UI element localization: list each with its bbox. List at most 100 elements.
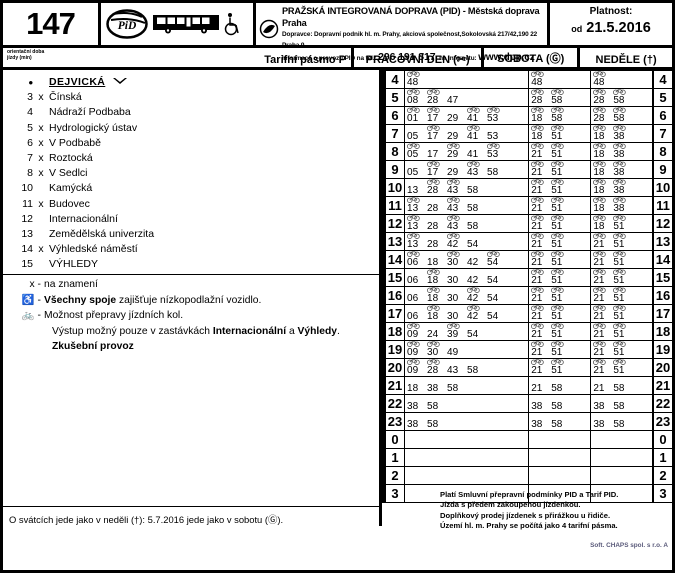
bike-icon (613, 358, 627, 365)
timetable-cell-weekday[interactable]: 13 28 43 58 (404, 214, 530, 233)
timetable-cell-saturday[interactable]: 21 51 (528, 178, 592, 197)
timetable-cell-weekday[interactable]: 38 58 (404, 412, 530, 431)
timetable-cell-sunday[interactable]: 18 38 (590, 196, 654, 215)
timetable-cell-saturday[interactable]: 21 51 (528, 160, 592, 179)
timetable-cell-weekday[interactable]: 09 30 49 (404, 340, 530, 359)
timetable-cell-sunday[interactable]: 48 (590, 70, 654, 89)
timetable-cell-saturday[interactable]: 21 51 (528, 142, 592, 161)
operator-info: PRAŽSKÁ INTEGROVANÁ DOPRAVA (PID) - Měst… (256, 3, 550, 63)
hour-label-left: 10 (384, 178, 406, 197)
timetable-cell-saturday[interactable]: 21 51 (528, 196, 592, 215)
bike-icon (613, 124, 627, 131)
timetable-cell-sunday[interactable]: 18 38 (590, 142, 654, 161)
header-weekday: PRACOVNÍ DEN (✂) (354, 48, 485, 67)
timetable-cell-sunday[interactable] (590, 466, 654, 485)
timetable-cell-weekday[interactable]: 08 28 47 (404, 88, 530, 107)
departure-minute: 05 (407, 131, 419, 142)
timetable-cell-sunday[interactable]: 21 51 (590, 232, 654, 251)
timetable-cell-weekday[interactable]: 48 (404, 70, 530, 89)
hour-label-right: 8 (651, 142, 672, 161)
timetable-row: 21 18 38 58 21 58 21 58 21 (384, 376, 672, 395)
timetable-cell-saturday[interactable]: 21 51 (528, 322, 592, 341)
timetable-cell-weekday[interactable]: 18 38 58 (404, 376, 530, 395)
timetable-cell-saturday[interactable]: 21 51 (528, 214, 592, 233)
timetable-cell-weekday[interactable]: 06 18 30 42 54 (404, 286, 530, 305)
bike-icon (531, 160, 544, 167)
departure-minute: 01 (407, 106, 427, 124)
timetable-cell-sunday[interactable] (590, 448, 654, 467)
bike-icon (467, 304, 480, 311)
timetable-cell-weekday[interactable] (404, 466, 530, 485)
timetable-cell-saturday[interactable]: 21 51 (528, 250, 592, 269)
departure-minute: 21 (593, 322, 613, 340)
timetable-cell-weekday[interactable] (404, 448, 530, 467)
departure-minute: 21 (531, 178, 551, 196)
timetable-cell-saturday[interactable]: 21 51 (528, 358, 592, 377)
departure-minute: 13 (407, 185, 419, 196)
timetable-cell-weekday[interactable]: 06 18 30 42 54 (404, 268, 530, 287)
bike-icon (487, 106, 500, 113)
timetable-cell-saturday[interactable]: 38 58 (528, 394, 592, 413)
timetable-cell-weekday[interactable]: 06 18 30 42 54 (404, 304, 530, 323)
timetable-cell-sunday[interactable]: 38 58 (590, 412, 654, 431)
hour-label-left: 1 (384, 448, 406, 467)
timetable-cell-sunday[interactable]: 28 58 (590, 106, 654, 125)
timetable-cell-saturday[interactable]: 18 51 (528, 124, 592, 143)
timetable-cell-weekday[interactable] (404, 484, 530, 503)
timetable-cell-saturday[interactable] (528, 430, 592, 449)
timetable-cell-sunday[interactable]: 21 51 (590, 340, 654, 359)
timetable-cell-saturday[interactable]: 38 58 (528, 412, 592, 431)
timetable-cell-weekday[interactable]: 01 17 29 41 53 (404, 106, 530, 125)
timetable-cell-saturday[interactable]: 18 58 (528, 106, 592, 125)
timetable-cell-saturday[interactable] (528, 448, 592, 467)
timetable-cell-weekday[interactable]: 05 17 29 41 53 (404, 124, 530, 143)
timetable-cell-sunday[interactable]: 18 38 (590, 160, 654, 179)
departure-minute: 51 (551, 340, 571, 358)
timetable-cell-weekday[interactable]: 06 18 30 42 54 (404, 250, 530, 269)
timetable-cell-sunday[interactable]: 21 51 (590, 268, 654, 287)
hour-label-left: 23 (384, 412, 406, 431)
timetable-cell-weekday[interactable]: 05 17 29 41 53 (404, 142, 530, 161)
timetable-cell-saturday[interactable]: 21 51 (528, 304, 592, 323)
timetable-cell-weekday[interactable]: 09 28 43 58 (404, 358, 530, 377)
timetable-cell-weekday[interactable]: 05 17 29 43 58 (404, 160, 530, 179)
timetable-cell-sunday[interactable]: 21 51 (590, 250, 654, 269)
timetable-cell-sunday[interactable]: 21 51 (590, 358, 654, 377)
svg-text:PiD: PiD (118, 20, 137, 32)
timetable-cell-sunday[interactable]: 18 51 (590, 214, 654, 233)
timetable-cell-saturday[interactable]: 21 51 (528, 340, 592, 359)
timetable-cell-sunday[interactable]: 28 58 (590, 88, 654, 107)
timetable-cell-weekday[interactable]: 13 28 43 58 (404, 178, 530, 197)
timetable-cell-saturday[interactable]: 21 51 (528, 232, 592, 251)
timetable-cell-saturday[interactable] (528, 466, 592, 485)
timetable-cell-saturday[interactable]: 21 51 (528, 268, 592, 287)
timetable-cell-weekday[interactable]: 09 24 39 54 (404, 322, 530, 341)
stop-name: Zemědělská univerzita (49, 227, 155, 240)
departure-minute: 18 (593, 124, 613, 142)
timetable-row: 4 48 48 48 4 (384, 70, 672, 89)
timetable-cell-saturday[interactable]: 48 (528, 70, 592, 89)
timetable-cell-saturday[interactable]: 21 58 (528, 376, 592, 395)
timetable-cell-sunday[interactable]: 18 38 (590, 124, 654, 143)
timetable-cell-sunday[interactable]: 21 58 (590, 376, 654, 395)
timetable-cell-weekday[interactable]: 13 28 43 58 (404, 196, 530, 215)
timetable-cell-sunday[interactable] (590, 430, 654, 449)
timetable-cell-weekday[interactable] (404, 430, 530, 449)
timetable-cell-weekday[interactable]: 38 58 (404, 394, 530, 413)
stop-on-request-mark: x (38, 136, 44, 149)
timetable-cell-saturday[interactable]: 28 58 (528, 88, 592, 107)
departure-minute: 18 (593, 142, 613, 160)
timetable-cell-saturday[interactable]: 21 51 (528, 286, 592, 305)
timetable-cell-sunday[interactable]: 21 51 (590, 322, 654, 341)
timetable-cell-sunday[interactable]: 18 38 (590, 178, 654, 197)
departure-minute: 29 (447, 167, 459, 178)
timetable-cell-sunday[interactable]: 21 51 (590, 286, 654, 305)
departure-minute: 18 (407, 383, 419, 394)
timetable-cell-weekday[interactable]: 13 28 42 54 (404, 232, 530, 251)
website-link[interactable]: www.dpp.cz (478, 52, 535, 63)
timetable-cell-sunday[interactable] (590, 484, 654, 503)
timetable-cell-sunday[interactable]: 21 51 (590, 304, 654, 323)
timetable-cell-sunday[interactable]: 38 58 (590, 394, 654, 413)
departure-minute: 28 (427, 358, 447, 376)
